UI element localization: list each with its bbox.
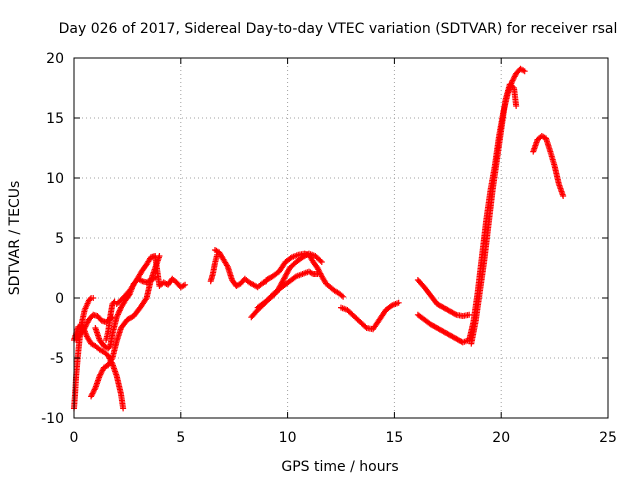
y-tick-label: 5 [55, 231, 64, 247]
data-point-sample [114, 312, 121, 319]
x-tick-label: 15 [385, 430, 403, 446]
series-arc-07 [113, 253, 189, 307]
series-arc-08 [207, 251, 221, 285]
series-arc-06 [103, 298, 118, 343]
x-tick-label: 25 [599, 430, 617, 446]
data-point [120, 405, 127, 412]
data-point [560, 193, 567, 199]
y-axis-label: SDTVAR / TECUs [7, 181, 23, 296]
data-point [318, 259, 325, 265]
data-point [90, 295, 97, 301]
grid-lines [74, 58, 608, 418]
data-point [395, 299, 402, 306]
x-tick-label: 5 [176, 430, 185, 446]
y-tick-label: 20 [46, 51, 64, 67]
data-points [71, 65, 567, 412]
series-arc-15 [414, 65, 528, 346]
y-tick-label: 10 [46, 171, 64, 187]
x-tick-label: 10 [279, 430, 297, 446]
data-point-sample [115, 310, 122, 317]
y-tick-label: -10 [41, 411, 64, 427]
data-point-sample [106, 344, 113, 351]
data-point [521, 68, 528, 75]
x-axis-label: GPS time / hours [281, 459, 398, 475]
data-point-sample [116, 307, 123, 314]
series-arc-04 [88, 253, 163, 400]
data-point [513, 103, 520, 109]
x-tick-label: 0 [70, 430, 79, 446]
series-arc-16 [468, 81, 520, 347]
data-point [314, 271, 321, 277]
y-tick-label: -5 [50, 351, 64, 367]
series-arc-10 [263, 250, 347, 300]
series-arc-09 [211, 247, 270, 291]
y-tick-label: 0 [55, 291, 64, 307]
data-point-sample [142, 296, 149, 303]
data-point [182, 281, 189, 288]
series-arc-13 [338, 299, 402, 333]
data-point-sample [317, 257, 324, 264]
chart-title: Day 026 of 2017, Sidereal Day-to-day VTE… [59, 21, 618, 37]
x-tick-label: 20 [492, 430, 510, 446]
data-point [466, 311, 473, 318]
y-tick-label: 15 [46, 111, 64, 127]
series-arc-17 [530, 133, 567, 199]
series-arc-12 [254, 250, 325, 311]
axis-ticks: 0 5 10 15 20 25 -10 -5 0 5 10 15 20 [41, 51, 617, 446]
data-point-sample [452, 311, 459, 318]
data-point-sample [87, 296, 94, 303]
series-arc-01 [71, 322, 127, 412]
series-arc-14 [414, 277, 473, 319]
data-point-sample [116, 308, 123, 315]
data-point-sample [114, 311, 121, 318]
data-point [113, 314, 120, 321]
data-point [340, 293, 347, 300]
